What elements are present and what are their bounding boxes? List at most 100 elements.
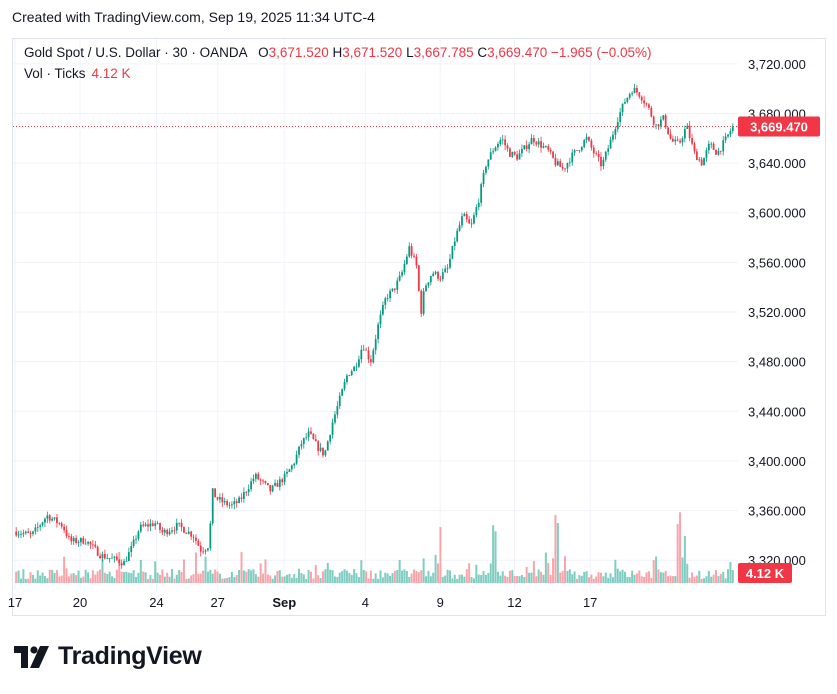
candle-body bbox=[691, 137, 693, 144]
candle-body bbox=[604, 151, 607, 160]
volume-bar bbox=[597, 572, 600, 583]
volume-bar bbox=[492, 525, 495, 583]
volume-bar bbox=[223, 578, 226, 583]
volume-bar bbox=[288, 573, 291, 583]
volume-bar bbox=[161, 569, 164, 583]
candle-body bbox=[729, 131, 732, 135]
price-tick-label: 3,360.000 bbox=[748, 504, 806, 519]
candle-body bbox=[180, 522, 183, 528]
volume-bar bbox=[274, 575, 277, 583]
volume-bar bbox=[583, 571, 586, 583]
candle-body bbox=[449, 258, 451, 268]
candle-body bbox=[542, 146, 545, 148]
candle-body bbox=[698, 159, 701, 161]
candle-body bbox=[322, 447, 324, 456]
candle-body bbox=[413, 255, 415, 257]
candle-body bbox=[468, 219, 471, 224]
candle-body bbox=[384, 298, 387, 305]
candle-body bbox=[240, 497, 243, 499]
volume-bar bbox=[259, 563, 262, 583]
volume-bar bbox=[266, 574, 269, 583]
volume-bar bbox=[58, 576, 61, 583]
candle-body bbox=[509, 148, 511, 157]
candle-body bbox=[178, 522, 181, 524]
volume-bar bbox=[286, 574, 289, 583]
candle-body bbox=[367, 350, 370, 360]
volume-bar bbox=[475, 564, 478, 583]
volume-bar bbox=[15, 571, 18, 583]
volume-bar bbox=[480, 575, 483, 583]
volume-bar bbox=[333, 576, 336, 583]
candle-body bbox=[154, 523, 157, 526]
legend-high-value: 3,671.520 bbox=[342, 45, 403, 60]
candle-body bbox=[341, 389, 344, 396]
volume-bar bbox=[405, 571, 408, 583]
volume-bar bbox=[537, 569, 540, 583]
candle-body bbox=[580, 147, 583, 151]
candle-body bbox=[475, 207, 478, 216]
volume-bar bbox=[552, 558, 555, 583]
candle-body bbox=[17, 534, 20, 536]
price-tick-label: 3,640.000 bbox=[748, 156, 806, 171]
candle-body bbox=[470, 223, 473, 225]
volume-bar bbox=[228, 577, 231, 583]
volume-bar bbox=[106, 573, 109, 583]
candle-body bbox=[523, 145, 526, 150]
candle-body bbox=[199, 545, 202, 552]
volume-bar bbox=[578, 575, 581, 583]
candle-body bbox=[290, 465, 293, 470]
candle-body bbox=[353, 366, 356, 372]
time-axis: 17 20 24 27 Sep 4 9 12 17 bbox=[8, 595, 598, 610]
candle-body bbox=[544, 146, 547, 147]
volume-bar bbox=[357, 577, 360, 583]
legend-change: −1.965 (−0.05%) bbox=[550, 45, 652, 60]
volume-bar bbox=[628, 576, 631, 583]
candle-body bbox=[60, 523, 63, 527]
candle-body bbox=[561, 167, 564, 169]
candle-body bbox=[485, 166, 487, 173]
volume-bar bbox=[147, 578, 150, 583]
candle-body bbox=[662, 115, 665, 120]
volume-bar bbox=[422, 558, 425, 583]
volume-bar bbox=[336, 576, 339, 583]
volume-bar bbox=[278, 570, 281, 583]
candle-body bbox=[379, 314, 382, 325]
candle-body bbox=[190, 531, 193, 537]
volume-bar bbox=[103, 572, 106, 583]
candle-body bbox=[576, 150, 578, 152]
candle-body bbox=[209, 523, 212, 549]
candle-body bbox=[518, 153, 521, 160]
candle-body bbox=[151, 523, 154, 526]
volume-bar bbox=[441, 576, 444, 583]
candle-body bbox=[616, 121, 619, 130]
candle-body bbox=[695, 151, 698, 161]
price-tick-label: 3,440.000 bbox=[748, 404, 806, 419]
volume-bar bbox=[173, 578, 176, 583]
candle-body bbox=[693, 143, 696, 152]
candle-body bbox=[125, 561, 128, 562]
last-price-badge bbox=[738, 116, 820, 137]
candle-body bbox=[89, 541, 92, 545]
candle-body bbox=[434, 271, 437, 274]
candle-body bbox=[525, 145, 528, 150]
volume-bar bbox=[290, 577, 293, 583]
volume-bar bbox=[652, 560, 655, 583]
candle-body bbox=[700, 159, 703, 166]
candle-body bbox=[226, 501, 229, 506]
volume-bar bbox=[523, 577, 526, 583]
candle-body bbox=[22, 533, 25, 535]
volume-bar bbox=[683, 536, 686, 583]
volume-bar bbox=[159, 574, 161, 583]
candle-body bbox=[238, 497, 240, 504]
candle-body bbox=[595, 153, 598, 155]
volume-bar bbox=[487, 573, 490, 583]
volume-bar bbox=[614, 559, 617, 583]
candle-body bbox=[144, 524, 147, 526]
candle-body bbox=[401, 272, 403, 276]
candle-body bbox=[676, 139, 679, 141]
candle-body bbox=[211, 488, 214, 524]
volume-bar bbox=[506, 576, 509, 583]
candle-body bbox=[453, 241, 456, 247]
candle-body bbox=[298, 446, 300, 455]
